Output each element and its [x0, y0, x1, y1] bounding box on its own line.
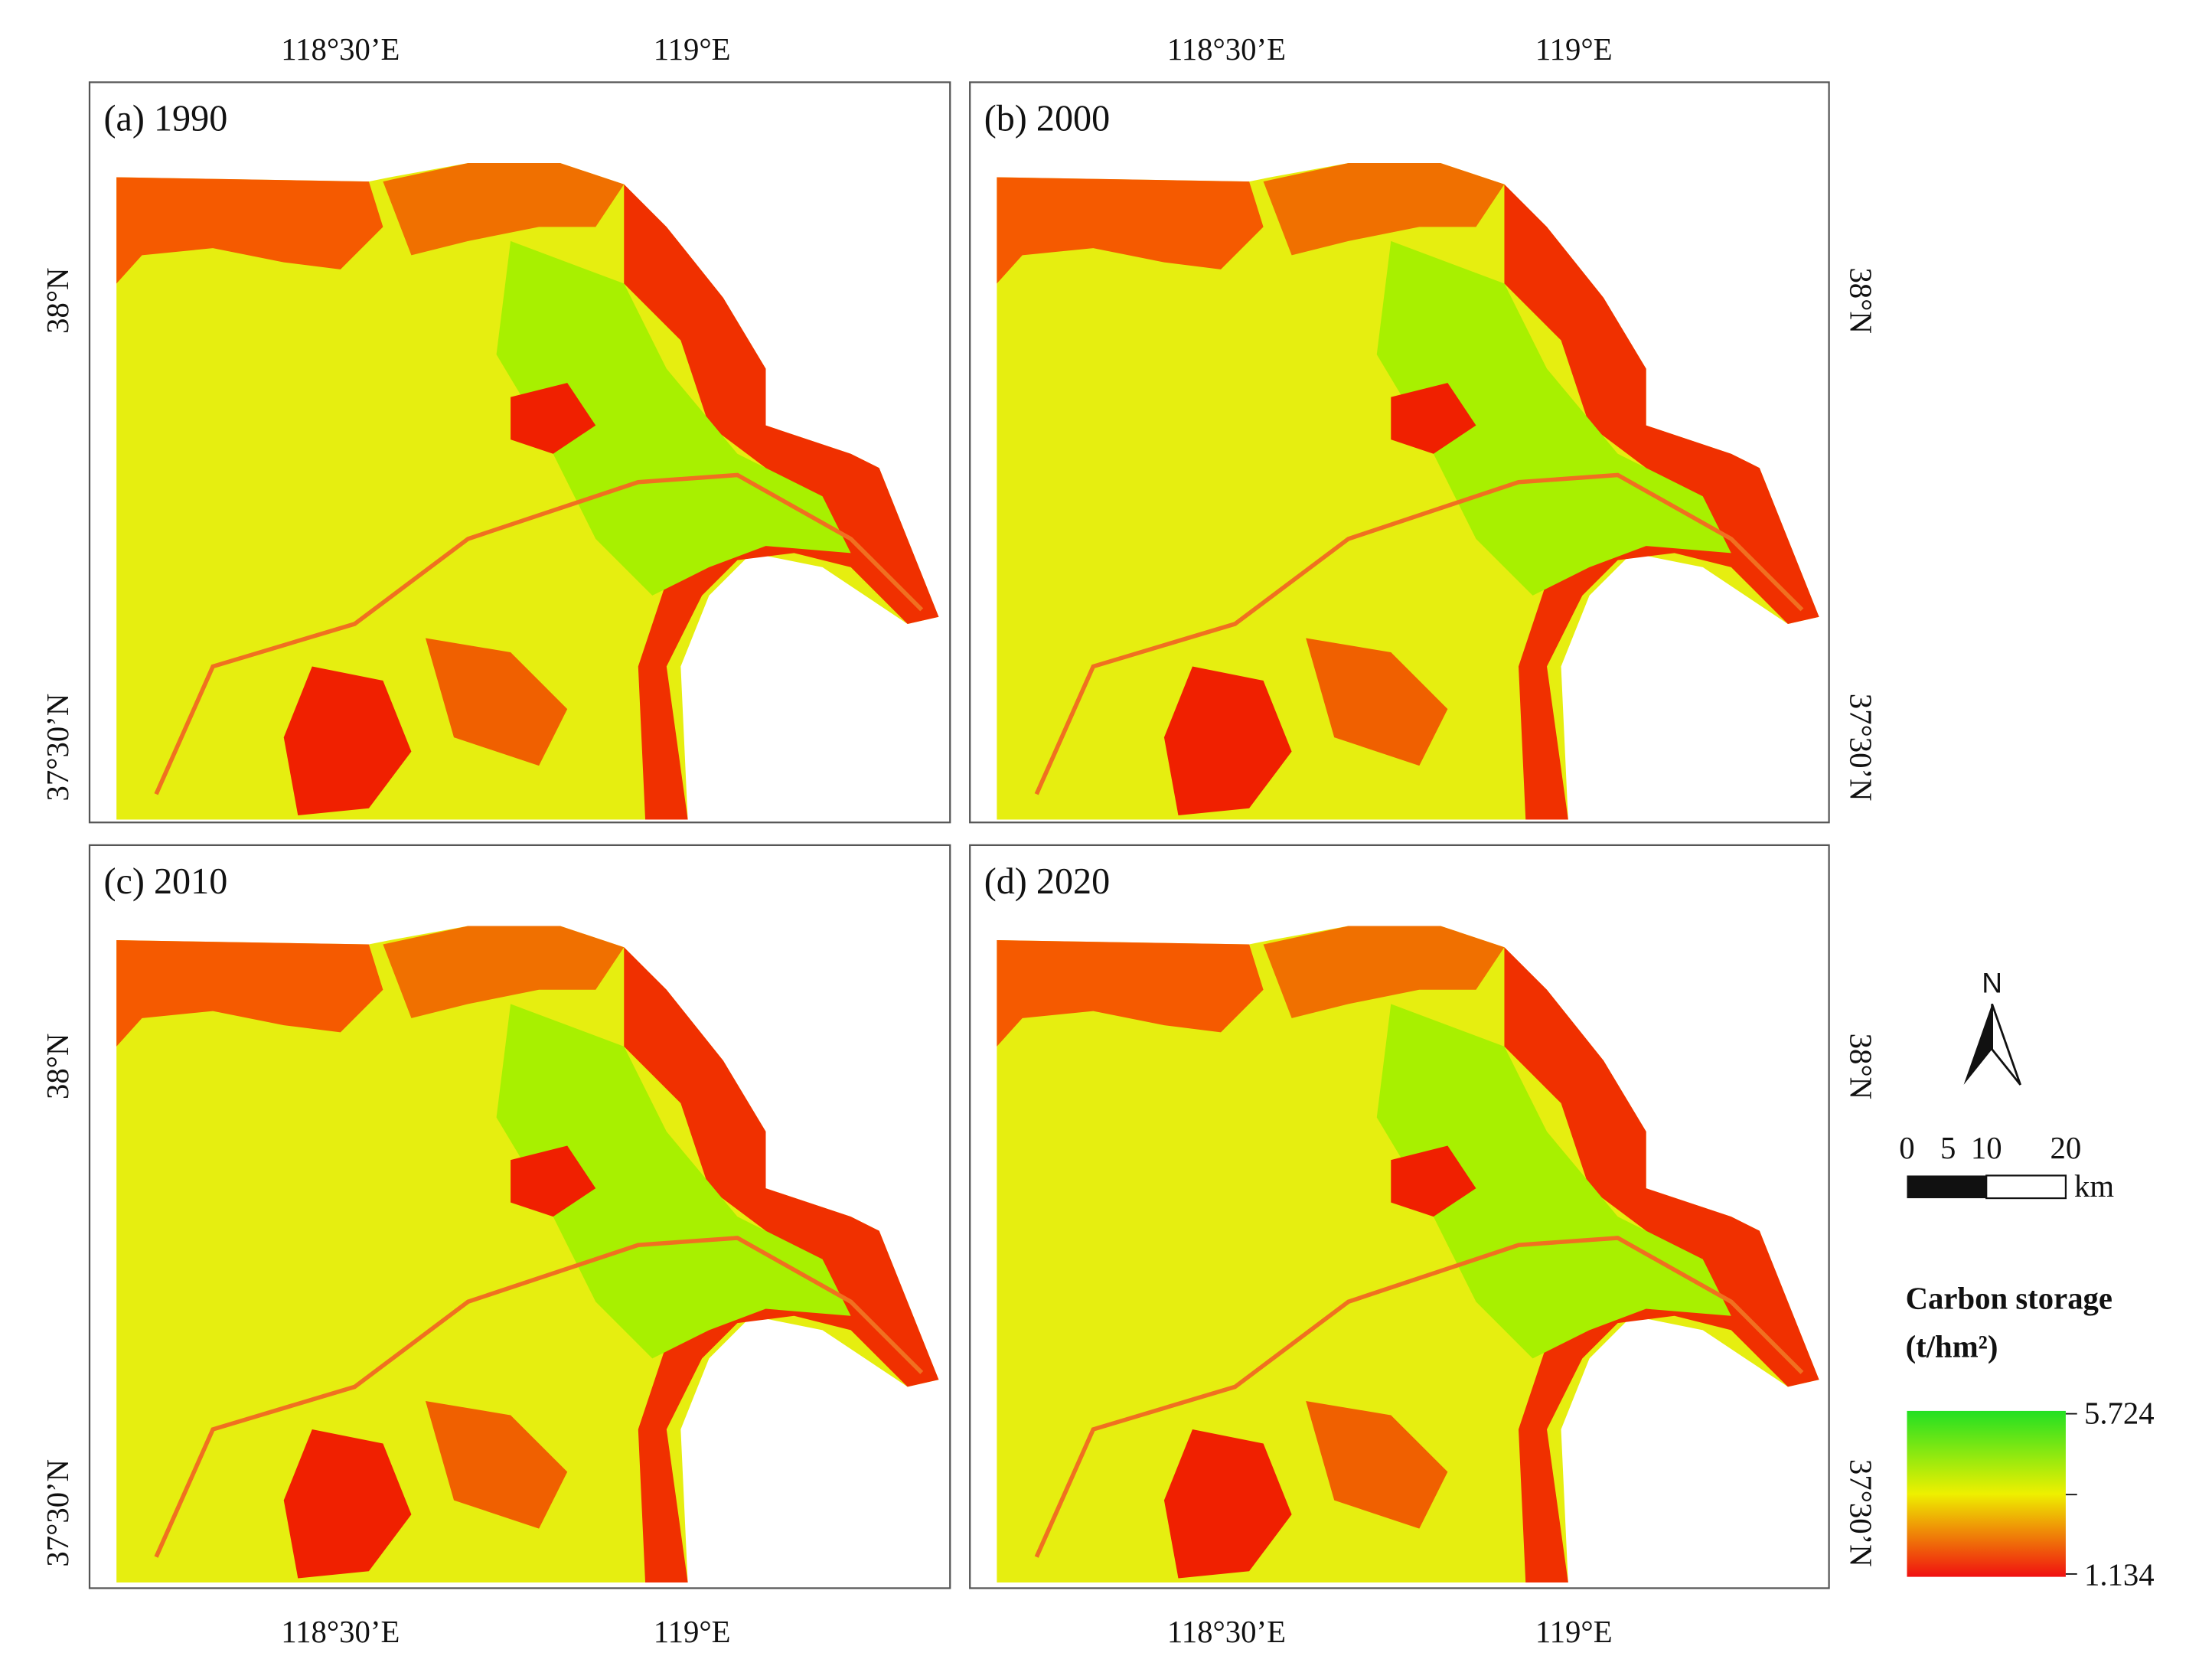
map — [997, 926, 1819, 1582]
lon-label: 118°30’E — [1167, 32, 1286, 67]
panel-frame — [88, 81, 951, 824]
lon-label: 118°30’E — [281, 1615, 400, 1649]
scale-bar: 0 5 10 20 km — [1899, 1131, 2114, 1204]
panel-label: (d) 2020 — [984, 861, 1110, 902]
legend-min: 1.134 — [2084, 1558, 2155, 1592]
panel-c: (c) 2010 — [88, 844, 951, 1589]
lon-label: 119°E — [654, 1615, 731, 1649]
lat-label: 37°30’N — [41, 694, 75, 802]
panel-label: (c) 2010 — [104, 861, 228, 902]
lon-label: 119°E — [1535, 1615, 1613, 1649]
panel-a: (a) 1990 — [88, 81, 951, 824]
panel-frame — [969, 81, 1830, 824]
lon-label: 118°30’E — [1167, 1615, 1286, 1649]
panel-label: (b) 2000 — [984, 98, 1110, 139]
lat-label: 38°N — [1843, 1034, 1878, 1099]
panel-label: (a) 1990 — [104, 98, 228, 139]
lat-label: 38°N — [41, 1034, 75, 1099]
lon-label: 118°30’E — [281, 32, 400, 67]
lat-label: 38°N — [41, 267, 75, 333]
lat-label: 38°N — [1843, 267, 1878, 333]
scale-unit: km — [2074, 1169, 2114, 1204]
color-ramp — [1907, 1410, 2066, 1577]
panel-d: (d) 2020 — [969, 844, 1830, 1589]
scale-label: 5 — [1940, 1131, 1956, 1165]
lat-label: 37°30’N — [1843, 1459, 1878, 1567]
north-arrow: N — [1963, 967, 2021, 1086]
lat-label: 37°30’N — [1843, 694, 1878, 802]
lon-label: 119°E — [654, 32, 731, 67]
lat-label: 37°30’N — [41, 1459, 75, 1567]
panel-b: (b) 2000 — [969, 81, 1830, 824]
legend-max: 5.724 — [2084, 1396, 2155, 1431]
map — [116, 926, 938, 1582]
scale-label: 20 — [2051, 1131, 2082, 1165]
lon-label: 119°E — [1535, 32, 1613, 67]
latitude-labels: 38°N 37°30’N 38°N 37°30’N 38°N 37°30’N 3… — [41, 267, 1878, 1566]
legend-title: Carbon storage — [1906, 1282, 2112, 1316]
panel-frame — [969, 844, 1830, 1589]
scale-label: 10 — [1971, 1131, 2002, 1165]
longitude-labels: 118°30’E 119°E 118°30’E 119°E 118°30’E 1… — [281, 32, 1612, 1649]
scale-label: 0 — [1899, 1131, 1914, 1165]
panel-frame — [88, 844, 951, 1589]
legend: Carbon storage (t/hm²) 5.724 1.134 — [1906, 1282, 2155, 1592]
legend-unit: (t/hm²) — [1906, 1330, 1998, 1364]
map — [997, 163, 1819, 820]
north-label: N — [1982, 967, 2002, 999]
map — [116, 163, 938, 820]
